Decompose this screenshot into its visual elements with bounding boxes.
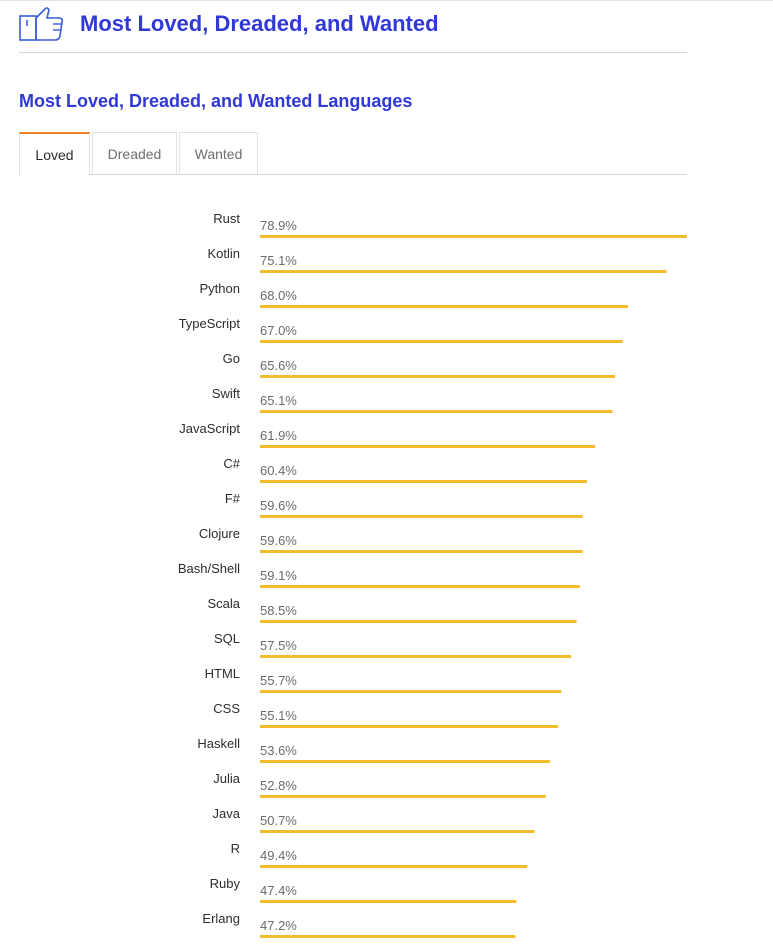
value-label: 47.2%: [260, 918, 297, 933]
value-label: 67.0%: [260, 323, 297, 338]
bar: [260, 410, 613, 413]
value-label: 65.1%: [260, 393, 297, 408]
value-label: 59.1%: [260, 568, 297, 583]
bar: [260, 270, 667, 273]
value-label: 52.8%: [260, 778, 297, 793]
tab-wanted[interactable]: Wanted: [179, 132, 258, 174]
category-label: Scala: [207, 596, 240, 611]
bar: [260, 340, 623, 343]
category-label: Clojure: [199, 526, 240, 541]
section-title: Most Loved, Dreaded, and Wanted Language…: [19, 91, 413, 111]
category-label: CSS: [213, 701, 240, 716]
category-label: SQL: [214, 631, 240, 646]
category-label: Haskell: [197, 736, 240, 751]
bar: [260, 515, 583, 518]
category-label: Kotlin: [207, 246, 240, 261]
value-label: 47.4%: [260, 883, 297, 898]
tab-dreaded[interactable]: Dreaded: [92, 132, 177, 174]
value-label: 75.1%: [260, 253, 297, 268]
bar: [260, 305, 628, 308]
value-label: 68.0%: [260, 288, 297, 303]
category-label: Java: [213, 806, 241, 821]
page-header: Most Loved, Dreaded, and Wanted: [19, 6, 687, 53]
bar: [260, 900, 517, 903]
value-label: 59.6%: [260, 533, 297, 548]
bar-chart: Rust 78.9% Kotlin 75.1% Python 68.0% TypeScrip…: [178, 211, 687, 938]
value-label: 60.4%: [260, 463, 297, 478]
bar: [260, 760, 551, 763]
bar: [260, 725, 559, 728]
category-label: Python: [200, 281, 240, 296]
thumbs-up-icon: [19, 7, 63, 41]
bar: [260, 480, 587, 483]
value-label: 55.7%: [260, 673, 297, 688]
value-label: 50.7%: [260, 813, 297, 828]
bar: [260, 550, 583, 553]
category-label: R: [231, 841, 240, 856]
value-label: 55.1%: [260, 708, 297, 723]
tab-loved[interactable]: Loved: [19, 132, 90, 175]
category-label: TypeScript: [179, 316, 241, 331]
bar: [260, 795, 546, 798]
value-label: 58.5%: [260, 603, 297, 618]
value-label: 53.6%: [260, 743, 297, 758]
category-label: Julia: [213, 771, 241, 786]
value-label: 57.5%: [260, 638, 297, 653]
bar: [260, 865, 528, 868]
category-label: Swift: [212, 386, 241, 401]
category-label: Rust: [213, 211, 240, 226]
value-label: 78.9%: [260, 218, 297, 233]
bar: [260, 620, 577, 623]
category-label: C#: [223, 456, 240, 471]
top-border: [0, 0, 773, 5]
bar: [260, 830, 535, 833]
tab-bar: Loved Dreaded Wanted: [19, 132, 687, 175]
category-label: F#: [225, 491, 241, 506]
value-label: 49.4%: [260, 848, 297, 863]
value-label: 61.9%: [260, 428, 297, 443]
category-label: JavaScript: [179, 421, 240, 436]
value-label: 65.6%: [260, 358, 297, 373]
bar: [260, 235, 687, 238]
bar: [260, 585, 580, 588]
category-label: HTML: [205, 666, 240, 681]
bar: [260, 445, 595, 448]
bar: [260, 690, 562, 693]
category-label: Go: [223, 351, 240, 366]
bar: [260, 375, 615, 378]
bar: [260, 655, 572, 658]
value-label: 59.6%: [260, 498, 297, 513]
category-label: Bash/Shell: [178, 561, 240, 576]
bar: [260, 935, 516, 938]
page-title: Most Loved, Dreaded, and Wanted: [80, 11, 439, 36]
category-label: Ruby: [210, 876, 241, 891]
category-label: Erlang: [202, 911, 240, 926]
